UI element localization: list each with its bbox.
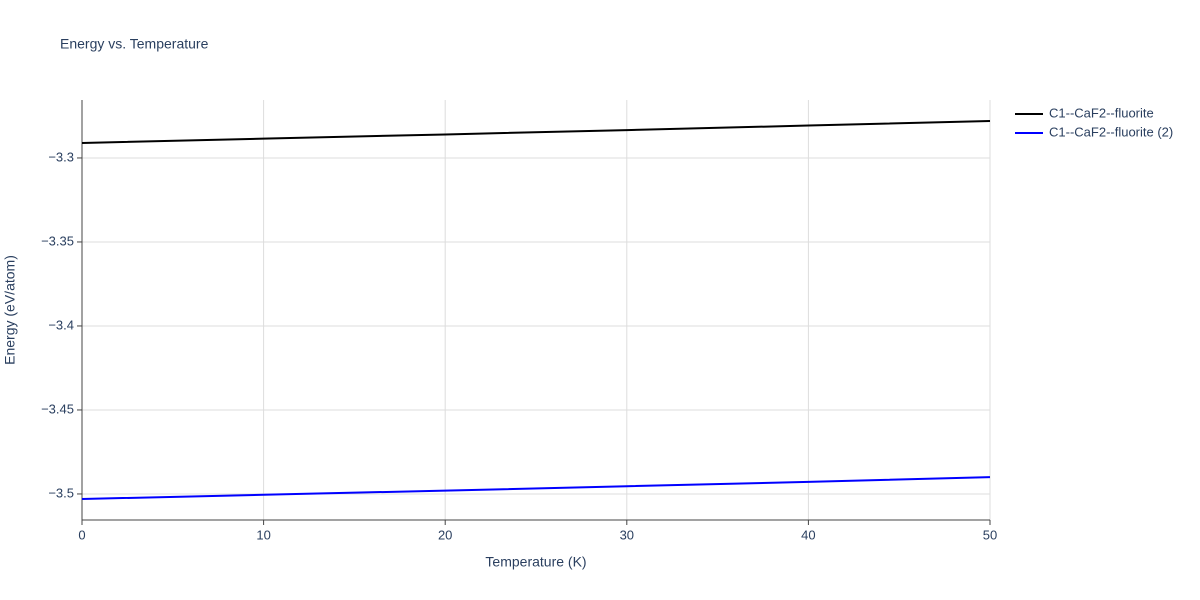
x-tick-label: 30 bbox=[620, 527, 634, 542]
x-tick-label: 40 bbox=[801, 527, 815, 542]
y-tick-label: −3.45 bbox=[41, 401, 74, 416]
legend-label: C1--CaF2--fluorite bbox=[1049, 105, 1154, 120]
x-tick-label: 50 bbox=[983, 527, 997, 542]
legend-label: C1--CaF2--fluorite (2) bbox=[1049, 124, 1173, 139]
y-axis-label: Energy (eV/atom) bbox=[2, 255, 18, 365]
series-line bbox=[81, 476, 991, 500]
series-line bbox=[81, 120, 991, 145]
y-tick-label: −3.35 bbox=[41, 233, 74, 248]
y-tick-label: −3.4 bbox=[48, 317, 74, 332]
chart-title: Energy vs. Temperature bbox=[60, 36, 209, 52]
x-tick-label: 20 bbox=[438, 527, 452, 542]
x-tick-label: 10 bbox=[256, 527, 270, 542]
y-tick-label: −3.5 bbox=[48, 485, 74, 500]
x-tick-label: 0 bbox=[78, 527, 85, 542]
y-tick-label: −3.3 bbox=[48, 149, 74, 164]
x-axis-label: Temperature (K) bbox=[485, 554, 586, 570]
